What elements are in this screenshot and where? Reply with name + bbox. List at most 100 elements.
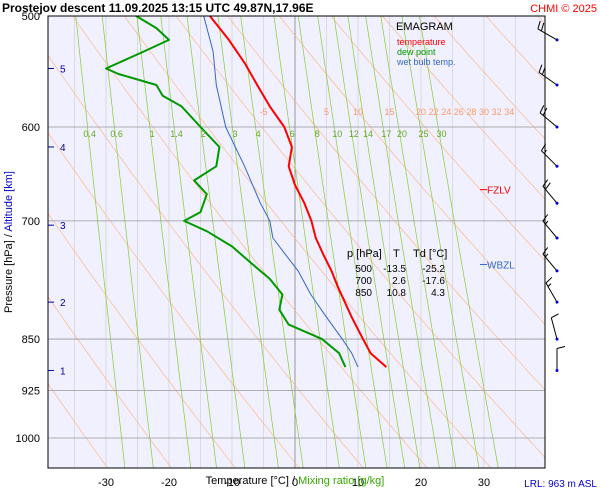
mixing-ratio-label: 14 [363, 129, 373, 139]
isotherm-label: 10 [353, 107, 363, 117]
legend-item: wet bulb temp. [396, 57, 456, 67]
mixing-ratio-line [333, 16, 406, 468]
barb-feather [544, 182, 551, 190]
barb-station [555, 300, 559, 304]
barb-station [555, 83, 559, 87]
x-tick-label: 10 [352, 477, 364, 489]
mixing-ratio-line [419, 16, 499, 468]
x-tick-label: 30 [478, 477, 490, 489]
isotherm-label: 5 [324, 107, 329, 117]
dry-adiabat-line [123, 16, 491, 468]
mixing-ratio-line [75, 16, 126, 468]
dry-adiabat-line [227, 16, 545, 391]
table-cell: 850 [355, 288, 372, 299]
x-axis-label: Temperature [°C] / Mixing ratio [g/kg] [206, 475, 385, 487]
plot-background [48, 16, 545, 468]
mixing-ratio-line [186, 16, 246, 468]
isotherm-label: 28 [466, 107, 476, 117]
series-line [203, 16, 359, 368]
barb-feather [537, 20, 541, 30]
barb-feather [551, 313, 559, 319]
dry-adiabat-line [48, 212, 236, 468]
dry-adiabat-line [48, 132, 300, 468]
y-tick-label: 600 [22, 122, 40, 134]
dry-adiabat-line [175, 16, 545, 458]
barb-feather [542, 247, 549, 255]
barb-feather [540, 143, 547, 151]
barb-half-feather [547, 283, 552, 287]
dry-adiabat-line [278, 16, 545, 325]
grid-layer [48, 0, 600, 468]
table-cell: 2.6 [392, 276, 406, 287]
barb-feather [538, 64, 543, 73]
mixing-ratio-label: 17 [381, 129, 391, 139]
altitude-tick-label: 3 [60, 221, 66, 232]
barb-feather [540, 22, 545, 32]
wind-barb [539, 105, 559, 129]
level-label: FZLV [487, 186, 511, 197]
x-tick-label: -30 [98, 477, 114, 489]
mixing-ratio-label: 30 [437, 129, 447, 139]
altitude-tick-label: 5 [60, 64, 66, 75]
y-tick-label: 850 [22, 334, 40, 346]
legend-item: dew point [397, 47, 436, 57]
mixing-ratio-label: 6 [290, 129, 295, 139]
mixing-ratio-line [380, 16, 457, 468]
mixing-ratio-label: 20 [397, 129, 407, 139]
isotherm-label: 34 [504, 107, 514, 117]
altitude-tick-label: 1 [60, 366, 66, 377]
dry-adiabat-line [48, 296, 172, 468]
plot-frame [47, 15, 546, 469]
table-header: Td [°C] [413, 248, 447, 260]
wind-barb [538, 64, 559, 87]
credit-label: CHMI © 2025 [530, 3, 597, 15]
y-tick-label: 500 [22, 11, 40, 23]
table-cell: 700 [355, 276, 372, 287]
dry-adiabat-line [48, 54, 364, 468]
mixing-ratio-line [101, 16, 154, 468]
isotherm-label: 32 [492, 107, 502, 117]
mixing-ratio-label: 1 [150, 129, 155, 139]
lrl-label: LRL: 963 m ASL [524, 479, 597, 490]
barb-feather [556, 346, 566, 349]
dry-adiabat-line [433, 16, 545, 140]
wind-barbs [537, 20, 566, 372]
wind-barb [542, 214, 559, 240]
mixing-ratio-line [317, 16, 388, 468]
dry-adiabat-line [330, 16, 545, 262]
y-tick-label: 700 [22, 216, 40, 228]
mixing-ratio-line [240, 16, 304, 468]
mixing-ratio-line [217, 16, 279, 468]
table-header: p [hPa] [347, 248, 382, 260]
mixing-ratio-line [401, 16, 480, 468]
dry-adiabat-line [48, 383, 108, 468]
barb-feather [542, 107, 548, 116]
table-cell: -13.5 [383, 264, 406, 275]
table-header: T [393, 248, 400, 260]
barb-station [555, 236, 559, 240]
isotherm-label: 22 [429, 107, 439, 117]
wind-barb [540, 143, 559, 168]
isotherm-label: 26 [454, 107, 464, 117]
table-cell: 4.3 [431, 288, 445, 299]
mixing-ratio-line [365, 16, 440, 468]
mixing-ratio-line [347, 16, 421, 468]
wind-barb [550, 313, 559, 341]
wind-barb [537, 20, 559, 42]
legend-item: temperature [397, 37, 446, 47]
dry-adiabat-line [566, 0, 600, 468]
x-tick-label: -20 [161, 477, 177, 489]
barb-feather [542, 214, 549, 222]
wind-barb [542, 179, 559, 205]
wind-barb [542, 247, 559, 273]
isotherm-label: 30 [479, 107, 489, 117]
barb-station [555, 38, 559, 42]
mixing-ratio-label: 1.4 [170, 129, 183, 139]
level-label: WBZL [487, 260, 515, 271]
barb-feather [541, 66, 546, 75]
barb-feather [545, 276, 553, 284]
barb-staff [550, 317, 558, 340]
mixing-ratio-label: 8 [315, 129, 320, 139]
